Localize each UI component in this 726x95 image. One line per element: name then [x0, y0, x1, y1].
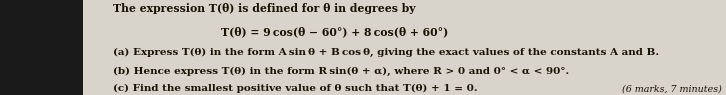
Text: (6 marks, 7 minutes): (6 marks, 7 minutes) — [622, 84, 722, 93]
Text: T(θ) = 9 cos(θ − 60°) + 8 cos(θ + 60°): T(θ) = 9 cos(θ − 60°) + 8 cos(θ + 60°) — [221, 27, 449, 38]
Text: (b) Hence express T(θ) in the form R sin(θ + α), where R > 0 and 0° < α < 90°.: (b) Hence express T(θ) in the form R sin… — [113, 66, 568, 76]
Text: (c) Find the smallest positive value of θ such that T(θ) + 1 = 0.: (c) Find the smallest positive value of … — [113, 84, 477, 93]
Text: The expression T(θ) is defined for θ in degrees by: The expression T(θ) is defined for θ in … — [113, 3, 415, 14]
Text: (a) Express T(θ) in the form A sin θ + B cos θ, giving the exact values of the c: (a) Express T(θ) in the form A sin θ + B… — [113, 48, 658, 57]
FancyBboxPatch shape — [0, 0, 83, 95]
